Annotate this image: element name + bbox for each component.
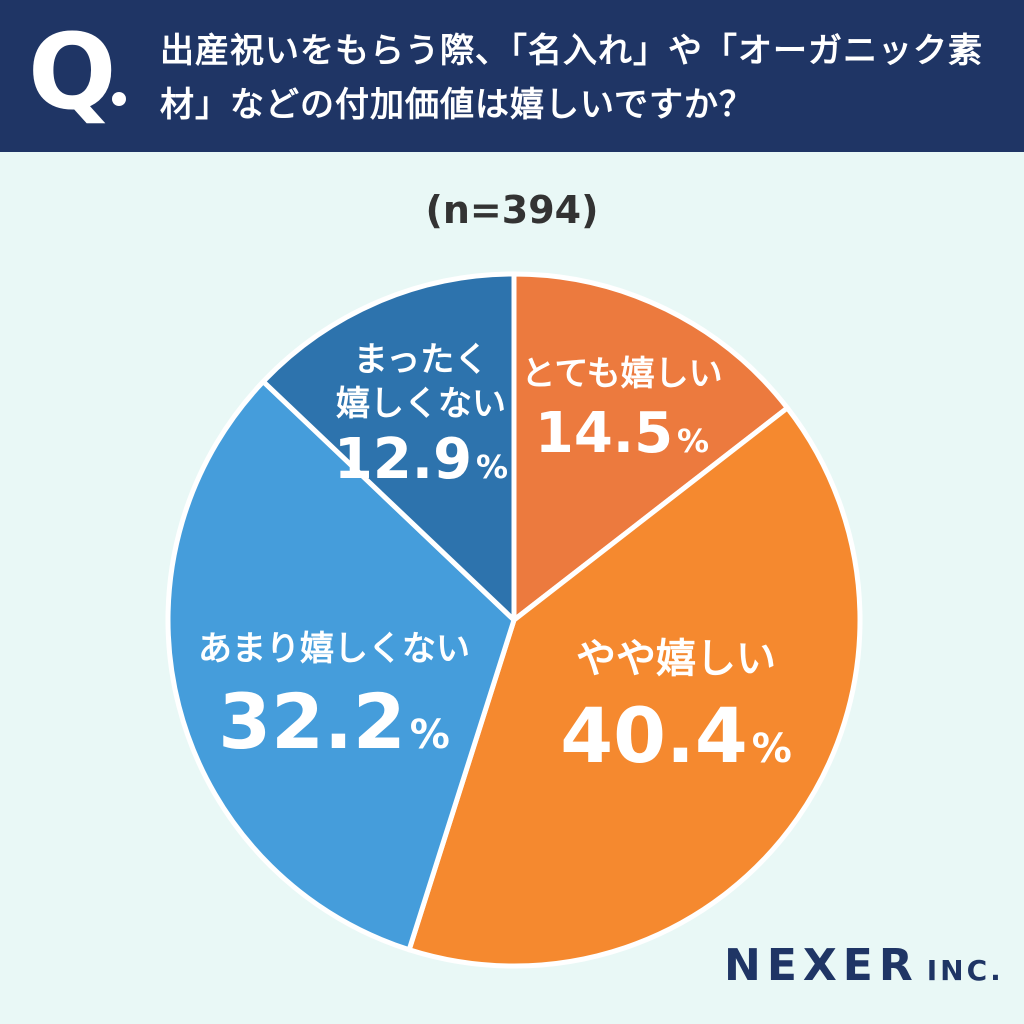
slice-value-label: 14.5% [535, 401, 709, 466]
sample-size: (n=394) [425, 188, 599, 232]
pie-slice [511, 271, 790, 623]
slice-label: まったく [354, 340, 489, 380]
slice-label: とても嬉しい [521, 354, 722, 394]
brand-logo: NEXER INC. [724, 940, 1004, 991]
brand-suffix: INC. [926, 954, 1004, 987]
pie-slice [260, 271, 517, 623]
question-header: Q 出産祝いをもらう際、「名入れ」や「オーガニック素材」などの付加価値は嬉しいで… [0, 0, 1024, 152]
q-dot-icon [112, 92, 126, 106]
q-mark: Q [28, 11, 117, 133]
pie-slice [165, 379, 517, 953]
slice-value-label: 40.4% [560, 691, 792, 780]
slice-label: やや嬉しい [576, 636, 776, 682]
slice-label: 嬉しくない [336, 384, 506, 424]
brand-name: NEXER [724, 940, 919, 991]
slice-label: あまり嬉しくない [198, 629, 470, 669]
question-text: 出産祝いをもらう際、「名入れ」や「オーガニック素材」などの付加価値は嬉しいですか… [160, 31, 983, 125]
pie-slice [406, 405, 863, 969]
slice-value-label: 12.9% [334, 427, 508, 492]
slice-value-label: 32.2% [218, 677, 450, 766]
